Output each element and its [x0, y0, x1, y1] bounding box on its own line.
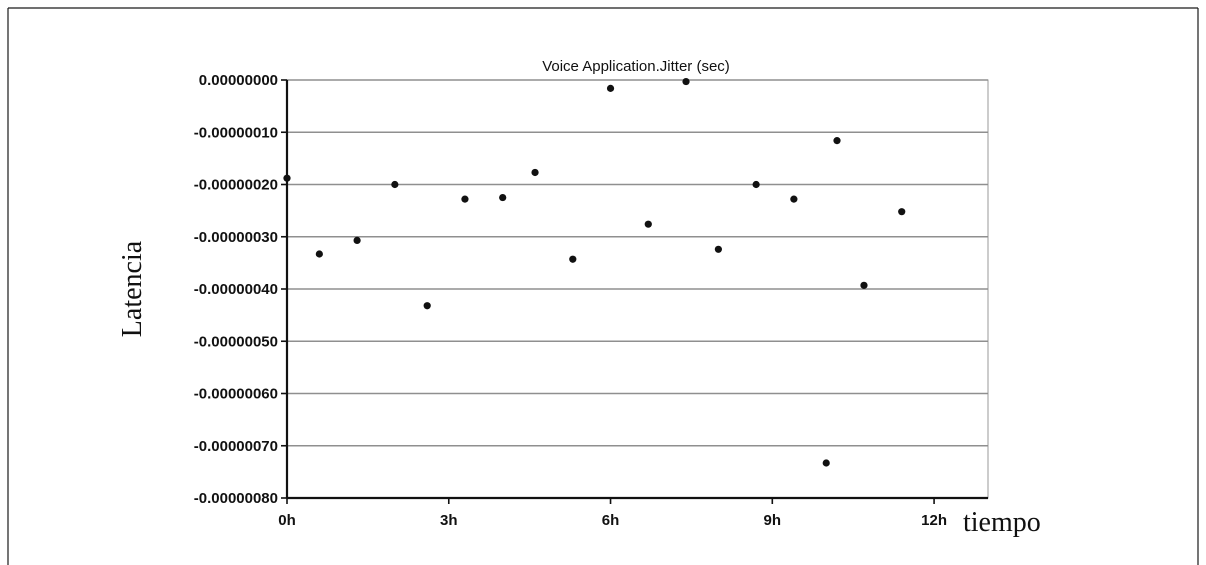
data-point-0-7: [531, 168, 539, 177]
y-tick-label-7: -0.00000070: [194, 438, 278, 455]
x-tick-label-4: 12h: [921, 512, 947, 529]
grid-lines: [287, 79, 988, 447]
data-point-0-1: [315, 250, 323, 258]
data-point-0-14: [790, 195, 798, 203]
y-tick-label-0: 0.00000000: [199, 72, 278, 89]
y-tick-label-5: -0.00000050: [194, 333, 278, 350]
data-point-0-5: [461, 195, 469, 203]
y-tick-label-1: -0.00000010: [194, 124, 278, 141]
x-axis-tick-labels: 0h 3h 6h 9h 12h: [278, 512, 947, 529]
data-point-0-11: [682, 77, 690, 86]
data-point-0-2: [353, 236, 361, 245]
y-tick-label-6: -0.00000060: [194, 386, 278, 403]
y-axis-tick-labels: 0.00000000 -0.00000010 -0.00000020 -0.00000…: [194, 72, 278, 507]
data-point-0-15: [822, 459, 830, 467]
x-tick-label-3: 9h: [764, 512, 782, 529]
data-point-0-8: [569, 255, 577, 263]
data-point-0-10: [644, 220, 652, 228]
chart-title: Voice Application.Jitter (sec): [542, 58, 730, 75]
data-point-0-0: [283, 174, 291, 182]
data-point-0-3: [391, 180, 399, 189]
data-point-0-4: [423, 302, 431, 310]
x-axis-title: tiempo: [963, 507, 1041, 538]
y-axis-title: Latencia: [117, 240, 148, 337]
axes: [281, 79, 988, 504]
data-point-0-12: [714, 245, 722, 253]
y-tick-label-4: -0.00000040: [194, 281, 278, 298]
y-tick-label-2: -0.00000020: [194, 177, 278, 194]
data-point-0-13: [752, 180, 760, 189]
data-point-0-18: [898, 208, 906, 216]
data-point-0-9: [606, 84, 615, 92]
x-tick-label-0: 0h: [278, 512, 296, 529]
y-tick-label-8: -0.00000080: [194, 490, 278, 507]
x-tick-label-1: 3h: [440, 512, 458, 529]
data-point-0-17: [860, 281, 868, 289]
y-tick-label-3: -0.00000030: [194, 229, 278, 246]
data-point-0-16: [833, 137, 841, 145]
x-tick-label-2: 6h: [602, 512, 620, 529]
data-points: [283, 77, 906, 467]
data-point-0-6: [499, 193, 507, 202]
